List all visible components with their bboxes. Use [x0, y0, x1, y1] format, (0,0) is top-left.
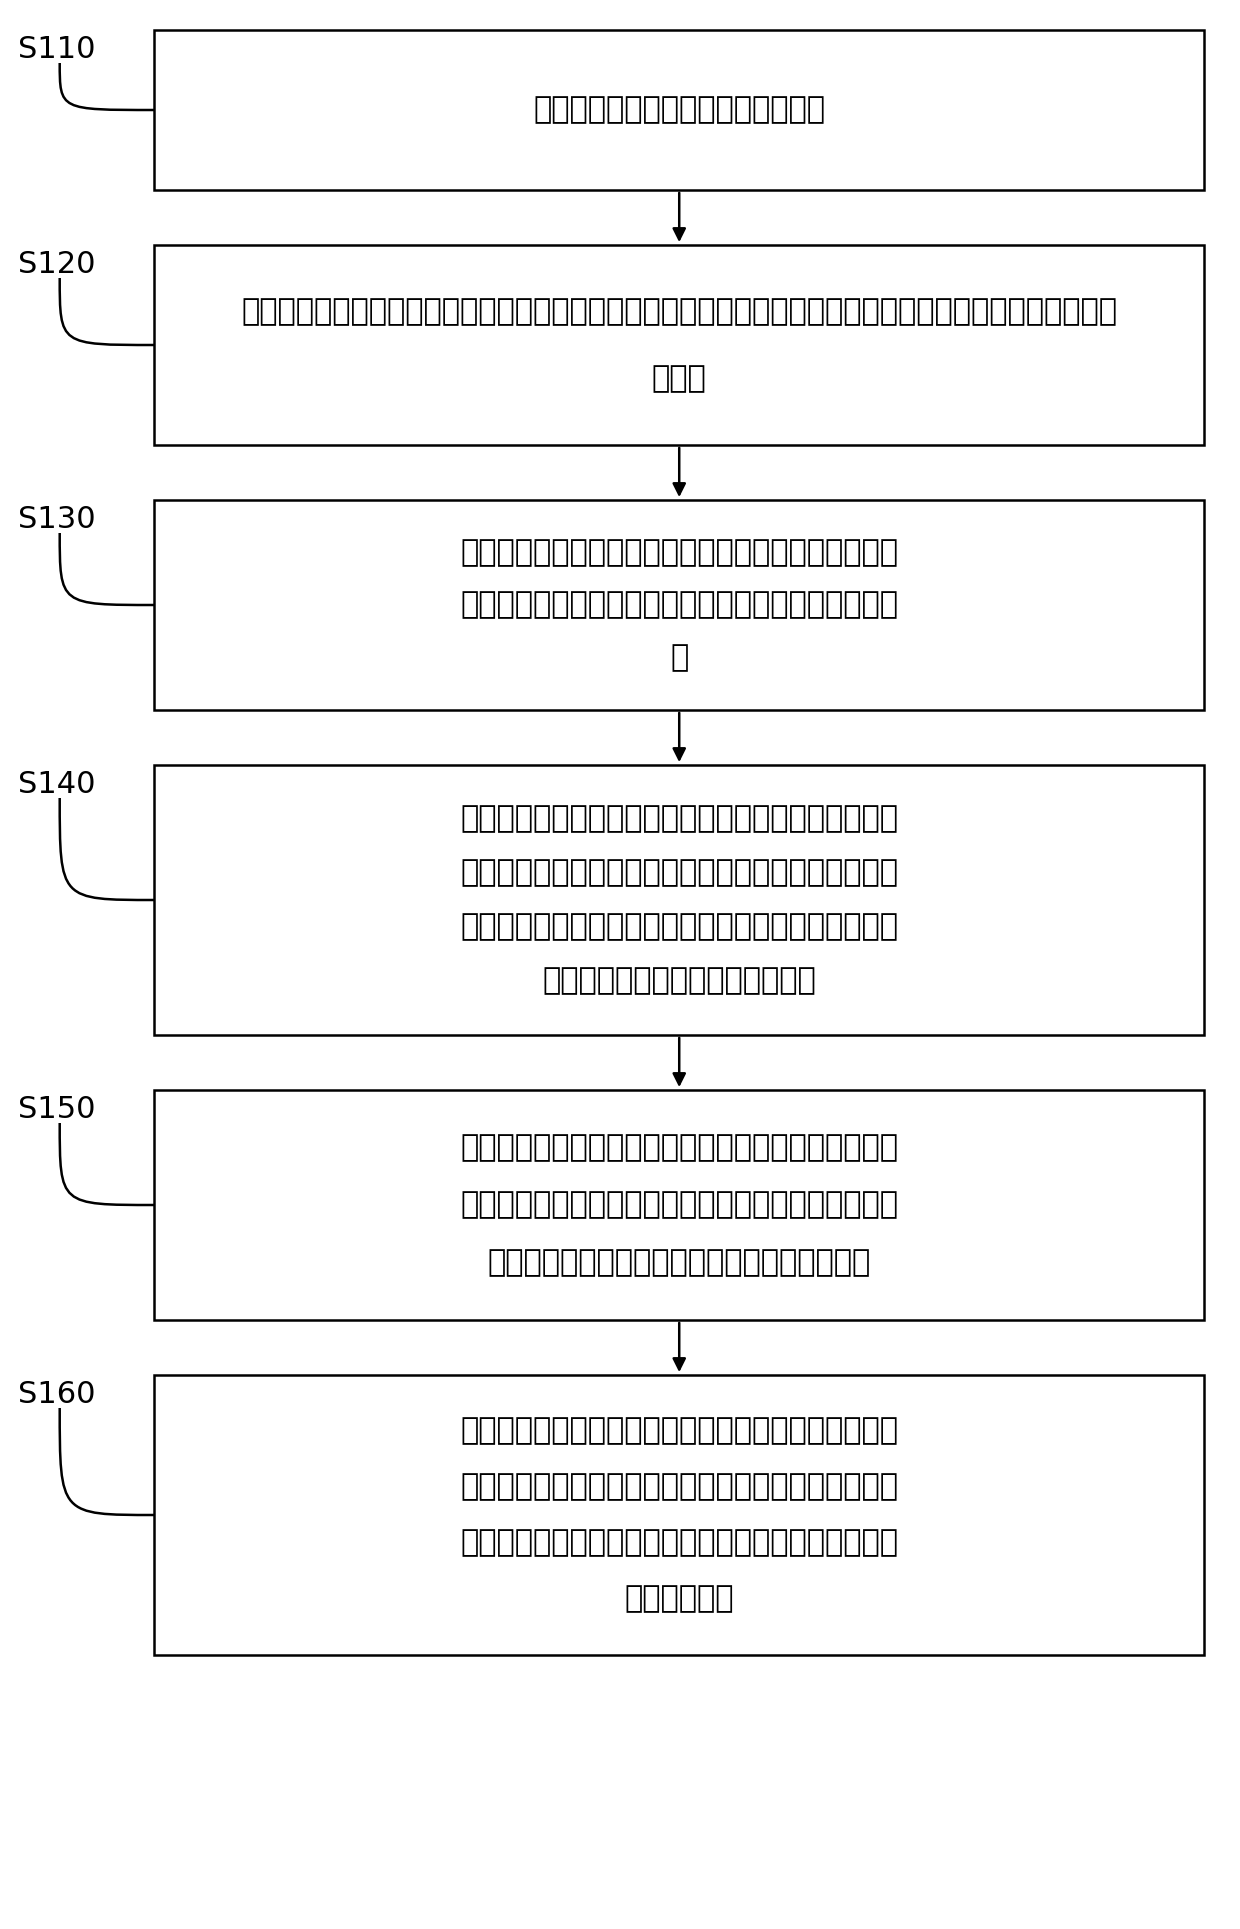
Text: S160: S160	[17, 1379, 95, 1408]
Text: 在所述第一三维空间坐标中，对应所述测温点的温度，: 在所述第一三维空间坐标中，对应所述测温点的温度，	[460, 538, 898, 567]
Text: 间坐标: 间坐标	[652, 365, 707, 394]
Bar	[154, 31, 1204, 189]
Text: 当判断结果为，所述铸坯上出现可疑粘结点时，对所述: 当判断结果为，所述铸坯上出现可疑粘结点时，对所述	[460, 1416, 898, 1445]
Text: 在所述第一三维空间坐标和所述第二三维空间坐标中，: 在所述第一三维空间坐标和所述第二三维空间坐标中，	[460, 804, 898, 833]
Text: 二维平面坐标对温度维度和温升速率维度进行切片，分: 二维平面坐标对温度维度和温升速率维度进行切片，分	[460, 912, 898, 941]
Text: ，对所述结晶器内铸坯上的可疑粘结点进行判断: ，对所述结晶器内铸坯上的可疑粘结点进行判断	[487, 1248, 870, 1277]
Text: 结点进行识别: 结点进行识别	[625, 1584, 734, 1613]
Text: 别得到温度切面和温升速率切面；: 别得到温度切面和温升速率切面；	[542, 966, 816, 995]
Bar	[154, 500, 1204, 710]
Bar	[154, 245, 1204, 446]
Bar	[154, 766, 1204, 1036]
Text: 标: 标	[670, 642, 688, 671]
Text: S150: S150	[17, 1096, 95, 1125]
Bar	[154, 1090, 1204, 1319]
Text: 获取布置于结晶器上的测温点的温度: 获取布置于结晶器上的测温点的温度	[533, 96, 826, 125]
Text: 根据所述温度切面和所述温升速率切面的出现情况，以: 根据所述温度切面和所述温升速率切面的出现情况，以	[460, 1132, 898, 1161]
Text: S110: S110	[17, 35, 95, 64]
Text: 根据所述测温点的温度和所述测温点的位置的二维平面坐标，获取关于所述测温点的位置和温度的第一三维空: 根据所述测温点的温度和所述测温点的位置的二维平面坐标，获取关于所述测温点的位置和…	[242, 297, 1117, 326]
Text: 可疑粘结点对应的温度切面进行跟踪，根据所述温度切: 可疑粘结点对应的温度切面进行跟踪，根据所述温度切	[460, 1472, 898, 1501]
Text: S120: S120	[17, 251, 95, 280]
Text: 分别以预设标准温度和预设标准温升速率，平行于所述: 分别以预设标准温度和预设标准温升速率，平行于所述	[460, 858, 898, 887]
Bar	[154, 1375, 1204, 1655]
Text: S140: S140	[17, 770, 95, 799]
Text: 面的参数变化，按照粘结点判定规则，对所述铸坯的粘: 面的参数变化，按照粘结点判定规则，对所述铸坯的粘	[460, 1528, 898, 1557]
Text: S130: S130	[17, 505, 95, 534]
Text: 及所述温度切面的形状参数，按照可疑粘结点判断规则: 及所述温度切面的形状参数，按照可疑粘结点判断规则	[460, 1190, 898, 1219]
Text: 形成关于所述测温点位置和温升速率的第二三维空间坐: 形成关于所述测温点位置和温升速率的第二三维空间坐	[460, 590, 898, 619]
